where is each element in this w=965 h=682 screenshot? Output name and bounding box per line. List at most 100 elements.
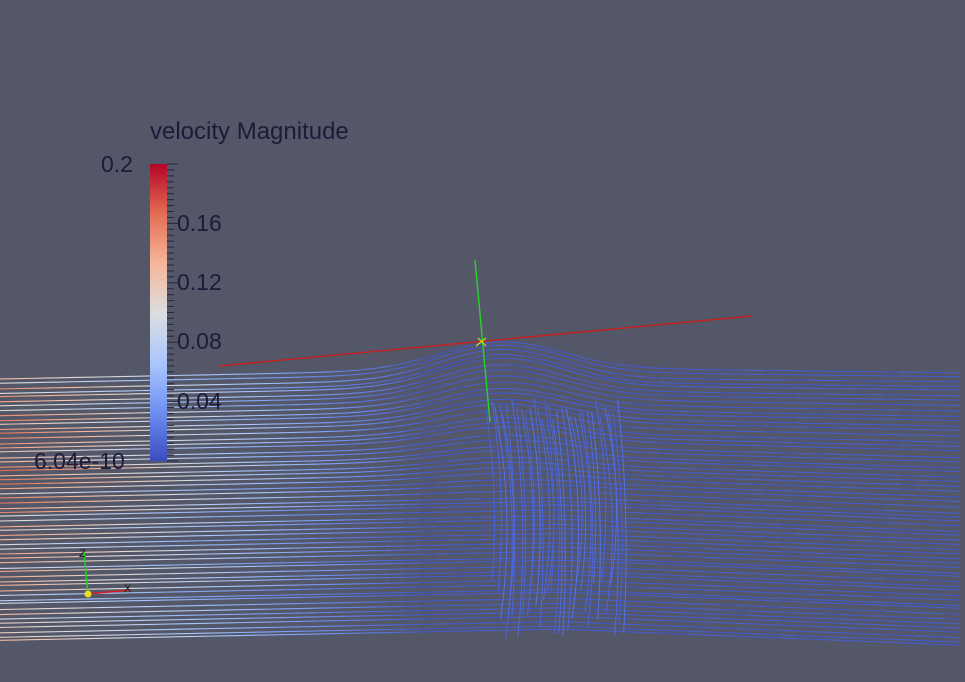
streamline-segment [584,629,601,632]
streamline-segment [329,388,346,390]
streamline-segment [719,530,736,532]
streamline-segment [569,611,586,614]
orientation-y-axis-dot [84,590,92,598]
streamline-segment [944,604,961,607]
streamline-segment [344,401,361,404]
streamline-segment [689,584,706,587]
streamline-segment [734,516,751,518]
streamline-segment [644,376,661,379]
streamline-segment [434,460,451,464]
streamline-segment [329,402,346,405]
streamline-segment [404,463,421,466]
streamline-segment [389,468,406,472]
streamline-segment [599,580,616,583]
streamline-segment [839,515,856,518]
streamline-segment [569,621,586,624]
streamline-segment [644,494,661,497]
streamline-segment [629,512,646,514]
streamline-segment [884,592,901,594]
streamline-segment [329,412,346,415]
streamline-segment [944,500,961,503]
streamline-segment [644,540,661,543]
streamline-segment [839,622,856,625]
streamline-segment [884,509,901,512]
streamline-segment [899,550,916,553]
streamline-segment [824,486,841,488]
streamline-segment [929,640,946,643]
streamline-segment [629,426,646,429]
streamline-segment [314,413,331,415]
streamline-segment [689,594,706,596]
streamline-segment [884,641,901,644]
streamline-segment [704,552,721,554]
streamline-segment [599,378,616,383]
color-bar[interactable] [150,164,167,461]
streamline-segment [929,598,946,601]
streamline-segment [719,617,736,620]
streamline-segment [869,591,886,594]
streamline-segment [389,473,406,476]
streamline-segment [659,413,676,416]
streamline-segment [509,341,526,345]
streamline-segment [584,486,601,489]
streamline-segment [434,470,451,473]
streamline-segment [389,430,406,434]
streamline-segment [614,478,631,480]
streamline-segment [599,370,616,375]
streamline-segment [404,402,421,407]
streamline-segment [314,403,331,405]
streamline-segment [929,617,946,620]
streamline-segment [329,374,346,377]
streamline-segment [569,357,586,363]
streamline-segment [569,480,586,483]
streamline-segment [344,458,361,461]
streamline-segment [704,603,721,606]
streamline-segment [899,564,916,567]
streamline-segment [719,622,736,624]
streamline-segment [539,406,556,411]
vertical-streamline [591,411,601,620]
streamline-segment [359,404,376,408]
streamline-segment [674,625,691,628]
streamline-segment [749,591,766,593]
streamline-segment [419,482,436,485]
streamline-segment [629,411,646,415]
streamline-segment [644,479,661,482]
streamline-segment [719,539,736,542]
streamline-segment [659,583,676,585]
streamline-segment [509,364,526,368]
streamline-segment [869,563,886,566]
streamline-segment [764,564,781,567]
streamline-segment [884,531,901,534]
streamline-segment [614,464,631,467]
streamline-segment [869,623,886,626]
streamline-segment [374,369,391,374]
streamline-segment [944,589,961,591]
streamline-segment [734,478,751,480]
streamline-segment [464,389,481,394]
streamline-segment [884,628,901,631]
streamline-segment [749,554,766,556]
streamline-segment [899,504,916,507]
streamline-segment [599,505,616,508]
streamline-segment [509,344,526,348]
streamline-segment [704,520,721,523]
streamline-segment [929,547,946,550]
streamline-segment [614,367,631,371]
streamline-segment [419,466,436,469]
streamline-segment [419,430,436,434]
streamline-segment [344,439,361,442]
streamline-segment [929,571,946,574]
streamline-segment [914,565,931,567]
streamline-segment [629,478,646,481]
streamline-segment [554,353,571,359]
streamline-segment [839,520,856,523]
streamline-segment [644,568,661,571]
streamline-segment [749,535,766,538]
streamline-segment [749,526,766,528]
vertical-streamline [524,414,535,584]
streamline-segment [359,428,376,431]
streamline-segment [449,474,466,477]
